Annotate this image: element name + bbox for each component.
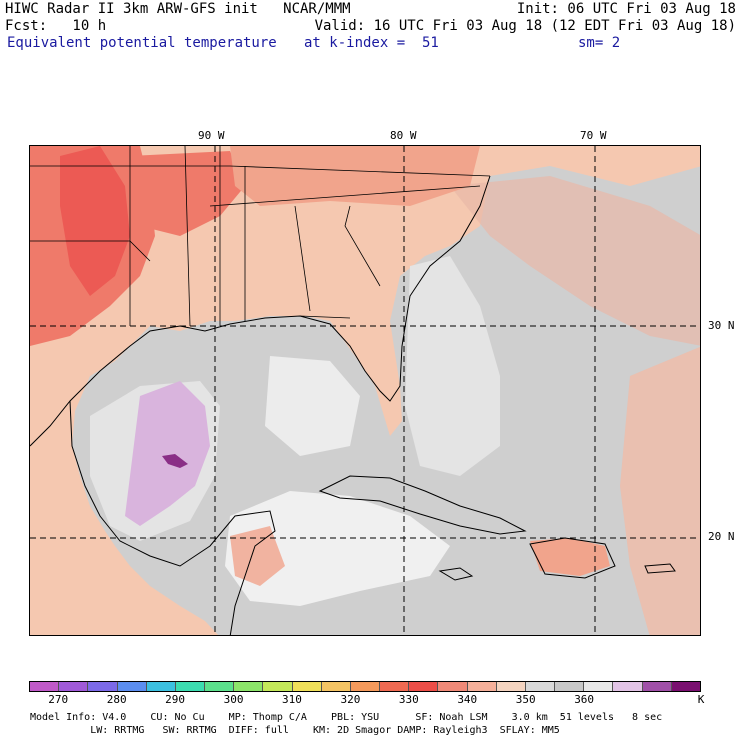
map-panel (29, 145, 701, 636)
colorbar-swatch (438, 682, 468, 691)
init-time: Init: 06 UTC Fri 03 Aug 18 (516, 1, 736, 17)
colorbar-swatch (263, 682, 293, 691)
model-info-line2: LW: RRTMG SW: RRTMG DIFF: full KM: 2D Sm… (30, 725, 560, 736)
lon-label-90w: 90 W (198, 129, 225, 142)
hispaniola-coral (530, 538, 610, 576)
state-borders (30, 146, 491, 327)
colorbar-swatch (409, 682, 439, 691)
colorbar-tick-label: 280 (106, 693, 127, 706)
colorbar-swatch (496, 682, 526, 691)
colorbar-tick-label: 300 (223, 693, 244, 706)
colorbar-swatch (88, 682, 118, 691)
gulf-purple-core (162, 454, 188, 468)
colorbar-swatch (30, 682, 60, 691)
colorbar-swatch (205, 682, 235, 691)
arkansas-red-region (130, 151, 245, 236)
smoothing-label: sm= 2 (578, 35, 621, 51)
yucatan-salmon (230, 526, 285, 586)
east-warm-band (620, 346, 700, 635)
colorbar-swatch (613, 682, 643, 691)
colorbar-tick-label: 360 (574, 693, 595, 706)
gulf-lavender-region (125, 381, 210, 526)
colorbar-swatch (525, 682, 556, 691)
atlantic-light-region (405, 256, 500, 476)
colorbar (29, 681, 701, 692)
coastline-jamaica (438, 567, 474, 581)
forecast-hour: Fcst: 10 h (5, 18, 107, 34)
colorbar-swatch (234, 682, 264, 691)
colorbar-tick-label: 270 (48, 693, 69, 706)
colorbar-swatch (321, 682, 351, 691)
plains-red-core (60, 146, 130, 296)
colorbar-tick-label: 350 (515, 693, 536, 706)
colorbar-swatch (175, 682, 206, 691)
colorbar-swatch (146, 682, 176, 691)
colorbar-swatch (555, 682, 585, 691)
theta-e-field (30, 146, 700, 635)
colorbar-tick-label: K (697, 693, 705, 706)
colorbar-swatch (671, 682, 700, 691)
atlantic-warm-band (450, 176, 700, 346)
land-north-america (30, 146, 700, 635)
colorbar-swatch (380, 682, 410, 691)
lat-label-20n: 20 N (708, 530, 735, 543)
caribbean-light-region (225, 491, 450, 606)
colorbar-tick-label: 340 (457, 693, 478, 706)
lat-label-30n: 30 N (708, 319, 735, 332)
lat-lon-grid (30, 146, 700, 635)
coastline-puertorico (644, 563, 676, 574)
level-label: at k-index = 51 (304, 35, 439, 51)
colorbar-tick-label: 320 (340, 693, 361, 706)
colorbar-swatch (117, 682, 147, 691)
colorbar-tick-label: 330 (398, 693, 419, 706)
valid-time: Valid: 16 UTC Fri 03 Aug 18 (12 EDT Fri … (314, 18, 736, 34)
field-name: Equivalent potential temperature (7, 35, 277, 51)
coastline-cuba (318, 475, 527, 535)
lon-label-70w: 70 W (580, 129, 607, 142)
colorbar-swatch (642, 682, 672, 691)
colorbar-tick-label: 290 (165, 693, 186, 706)
colorbar-tick-label: 310 (282, 693, 302, 706)
model-info-line1: Model Info: V4.0 CU: No Cu MP: Thomp C/A… (30, 712, 663, 723)
colorbar-swatch (59, 682, 89, 691)
coastline-gulf (30, 175, 491, 447)
coastline-mexico (69, 400, 276, 635)
lon-label-80w: 80 W (390, 129, 417, 142)
eastern-gulf-light (265, 356, 360, 456)
colorbar-swatch (350, 682, 381, 691)
colorbar-swatch (292, 682, 322, 691)
colorbar-swatch (584, 682, 614, 691)
header-title: HIWC Radar II 3km ARW-GFS init NCAR/MMM (5, 1, 351, 17)
colorbar-swatch (467, 682, 497, 691)
